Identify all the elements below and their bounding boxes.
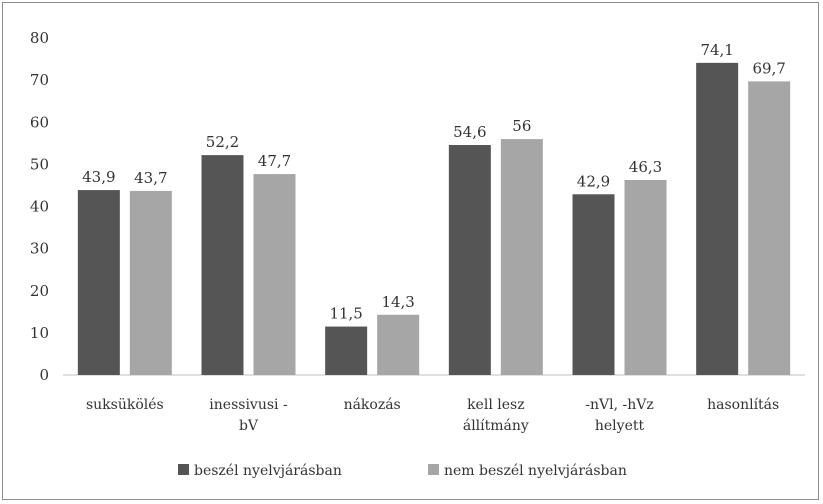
bar-nem-beszel-nyelvjarasban-inessivusi-bv (253, 174, 296, 375)
y-tick-label: 50 (30, 155, 49, 173)
x-tick-label: kell lesz (467, 397, 525, 413)
legend-label: beszél nyelvjárásban (194, 463, 342, 479)
bar-beszel-nyelvjarasban-hasonlitas (696, 62, 739, 375)
y-tick-label: 80 (30, 29, 49, 47)
x-tick-label: hasonlítás (707, 397, 779, 413)
bar-beszel-nyelvjarasban-suksukoles (77, 190, 120, 375)
x-tick-label: inessivusi - (209, 397, 288, 413)
y-tick-label: 0 (39, 366, 49, 384)
data-label: 54,6 (453, 123, 486, 141)
y-tick-label: 60 (30, 113, 49, 131)
data-label: 47,7 (258, 152, 291, 170)
data-label: 42,9 (577, 172, 610, 190)
data-label: 43,7 (134, 169, 167, 187)
data-label: 52,2 (206, 133, 239, 151)
x-tick-label: bV (239, 418, 259, 434)
bar-nem-beszel-nyelvjarasban-kell-lesz-allitmany (500, 139, 543, 375)
y-tick-label: 30 (30, 240, 49, 258)
bar-beszel-nyelvjarasban-kell-lesz-allitmany (448, 144, 491, 375)
legend-swatch-nem-beszel-nyelvjarasban (428, 464, 439, 475)
bar-nem-beszel-nyelvjarasban-nakozas (377, 314, 420, 375)
y-tick-label: 20 (30, 282, 49, 300)
bar-nem-beszel-nyelvjarasban-nvl-hvz-helyett (624, 179, 667, 375)
y-tick-label: 70 (30, 71, 49, 89)
bar-nem-beszel-nyelvjarasban-suksukoles (129, 190, 172, 375)
data-label: 46,3 (629, 158, 662, 176)
bar-beszel-nyelvjarasban-nvl-hvz-helyett (572, 194, 615, 375)
legend-label: nem beszél nyelvjárásban (444, 463, 627, 479)
x-tick-label: -nVl, -hVz (585, 397, 653, 413)
bar-beszel-nyelvjarasban-inessivusi-bv (201, 155, 244, 375)
data-label: 14,3 (381, 293, 414, 311)
x-tick-label: nákozás (344, 397, 401, 413)
data-label: 69,7 (752, 59, 785, 77)
x-tick-label: állítmány (463, 418, 529, 434)
data-label: 11,5 (329, 305, 362, 323)
legend-swatch-beszel-nyelvjarasban (178, 464, 189, 475)
y-tick-label: 40 (30, 198, 49, 216)
bar-beszel-nyelvjarasban-nakozas (325, 326, 368, 375)
y-tick-label: 10 (30, 324, 49, 342)
data-label: 43,9 (82, 168, 115, 186)
x-tick-label: helyett (595, 418, 645, 434)
data-label: 74,1 (700, 41, 733, 59)
data-label: 56 (512, 117, 531, 135)
bar-nem-beszel-nyelvjarasban-hasonlitas (748, 81, 791, 376)
x-tick-label: suksükölés (86, 397, 164, 413)
